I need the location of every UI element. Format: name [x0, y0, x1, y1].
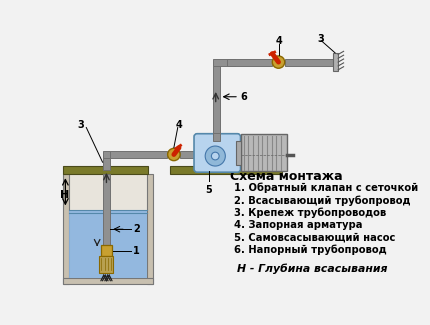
Text: 4: 4	[275, 35, 282, 46]
Bar	[227, 59, 272, 66]
Bar	[103, 154, 111, 170]
Text: 5. Самовсасывающий насос: 5. Самовсасывающий насос	[234, 232, 396, 242]
Text: Н - Глубина всасывания: Н - Глубина всасывания	[237, 263, 387, 274]
Bar	[63, 174, 69, 284]
Text: 2: 2	[133, 224, 140, 234]
Bar	[170, 166, 283, 174]
Circle shape	[212, 152, 219, 160]
Text: 1: 1	[133, 246, 140, 256]
Text: Схема монтажа: Схема монтажа	[230, 170, 343, 183]
Text: 3: 3	[317, 34, 324, 44]
Bar	[103, 151, 111, 158]
Text: 6: 6	[240, 92, 247, 102]
Bar	[99, 256, 114, 273]
Text: 4. Запорная арматура: 4. Запорная арматура	[234, 220, 363, 230]
Bar	[285, 59, 333, 66]
Text: 2. Всасывающий трубопровод: 2. Всасывающий трубопровод	[234, 195, 411, 206]
Bar	[212, 133, 220, 141]
Bar	[63, 278, 153, 284]
Text: 1. Обратный клапан с сеточкой: 1. Обратный клапан с сеточкой	[234, 183, 418, 193]
Text: 4: 4	[175, 120, 182, 130]
Bar	[240, 135, 287, 172]
Circle shape	[205, 146, 225, 166]
Bar	[69, 210, 147, 278]
Bar	[69, 174, 147, 278]
Text: 5: 5	[206, 185, 212, 195]
Text: 6. Напорный трубопровод: 6. Напорный трубопровод	[234, 245, 387, 255]
Circle shape	[272, 56, 285, 68]
Bar	[212, 62, 220, 137]
Bar	[333, 53, 338, 72]
Circle shape	[168, 148, 180, 161]
Bar	[101, 245, 112, 256]
Text: Н: Н	[60, 190, 69, 200]
FancyBboxPatch shape	[194, 134, 240, 172]
Text: 3: 3	[77, 120, 84, 130]
Bar	[180, 151, 197, 158]
Bar	[147, 174, 153, 284]
Bar	[110, 151, 167, 158]
Bar	[212, 59, 235, 66]
Bar	[103, 174, 111, 247]
Bar	[236, 141, 241, 165]
Bar	[63, 166, 148, 174]
Text: 3. Крепеж трубопроводов: 3. Крепеж трубопроводов	[234, 208, 387, 218]
